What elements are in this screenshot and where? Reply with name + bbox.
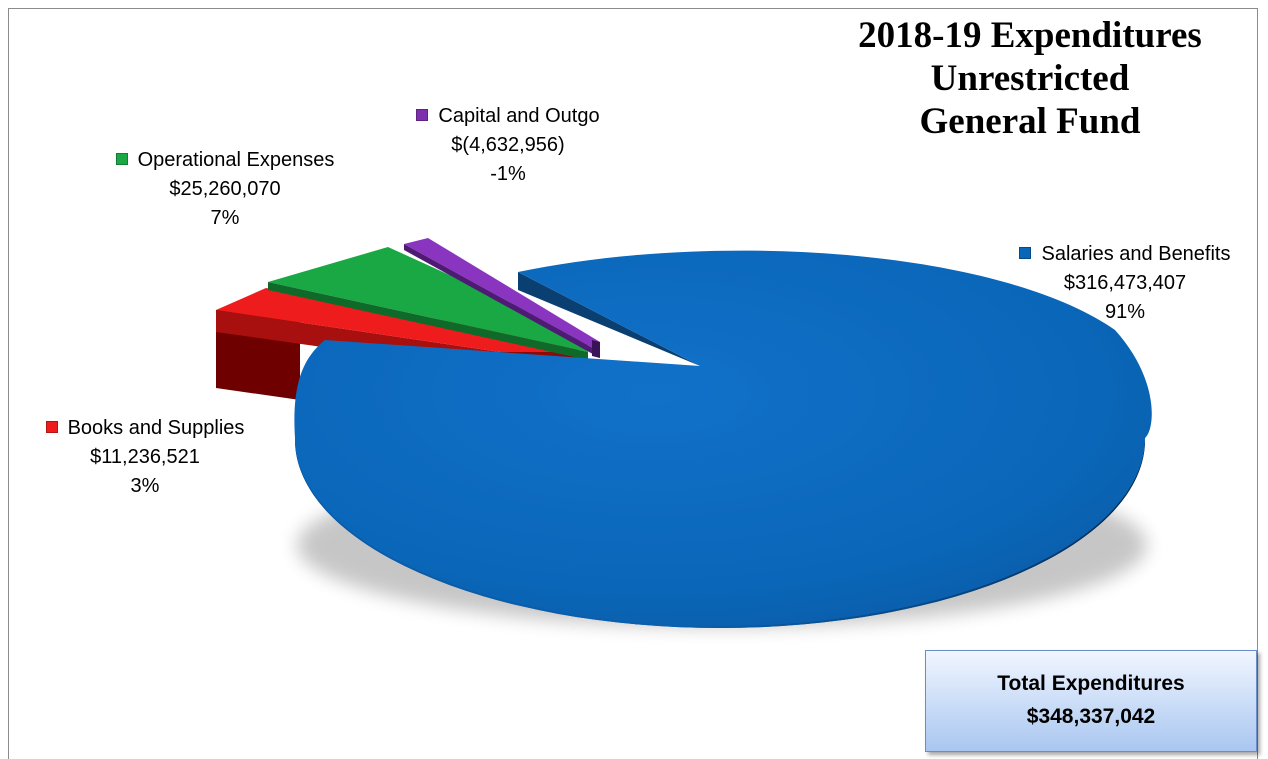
total-label: Total Expenditures [997, 672, 1185, 695]
slice-operational-expenses [268, 247, 588, 360]
chart-title-line-3: General Fund [919, 101, 1141, 142]
legend-swatch-operational [115, 153, 128, 165]
chart-title: 2018-19 Expenditures Unrestricted Genera… [800, 14, 1260, 143]
label-value-operational: $25,260,070 [169, 178, 281, 200]
chart-title-line-2: Unrestricted [930, 58, 1130, 99]
label-name-salaries: Salaries and Benefits [1041, 243, 1231, 265]
total-expenditures-box: Total Expenditures $348,337,042 [925, 650, 1257, 752]
total-value: $348,337,042 [1026, 705, 1156, 728]
slice-capital-and-outgo [404, 238, 600, 358]
legend-swatch-capital [416, 109, 429, 121]
label-value-capital: $(4,632,956) [451, 134, 565, 156]
label-pct-books: 3% [130, 475, 160, 497]
label-pct-operational: 7% [210, 207, 240, 229]
label-name-capital: Capital and Outgo [438, 105, 600, 127]
data-label-operational-expenses: Operational Expenses $25,260,070 7% [80, 146, 370, 233]
label-value-salaries: $316,473,407 [1063, 272, 1187, 294]
data-label-capital-and-outgo: Capital and Outgo $(4,632,956) -1% [378, 102, 638, 189]
legend-swatch-books [45, 421, 58, 433]
label-pct-capital: -1% [490, 163, 526, 185]
data-label-books-and-supplies: Books and Supplies $11,236,521 3% [10, 414, 280, 501]
label-name-operational: Operational Expenses [137, 149, 335, 171]
label-pct-salaries: 91% [1104, 301, 1146, 323]
label-value-books: $11,236,521 [90, 446, 200, 468]
chart-title-line-1: 2018-19 Expenditures [858, 15, 1202, 56]
label-name-books: Books and Supplies [67, 417, 245, 439]
slice-salaries-and-benefits [294, 250, 1152, 628]
legend-swatch-salaries [1019, 247, 1032, 259]
data-label-salaries-and-benefits: Salaries and Benefits $316,473,407 91% [990, 240, 1260, 327]
